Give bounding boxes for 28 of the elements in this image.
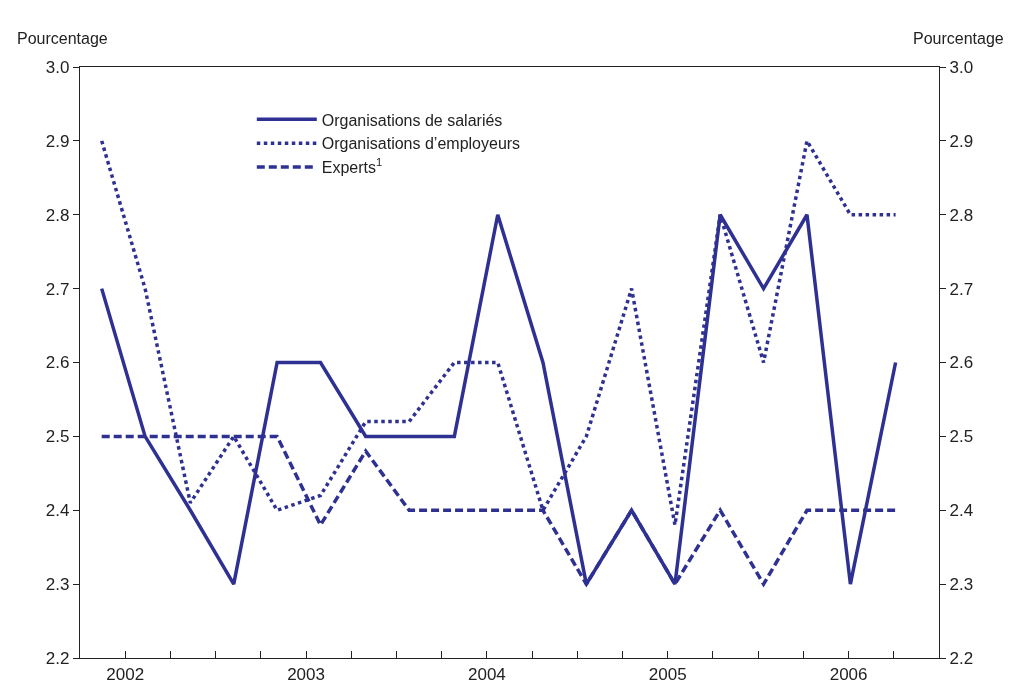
y2-tick-label: 3.0: [949, 57, 974, 77]
y2-tick-label: 2.8: [949, 205, 974, 225]
y-tick-label: 3.0: [45, 57, 70, 77]
y-tick-label: 2.4: [45, 501, 70, 521]
legend-label: Experts$^{1}$: [321, 156, 383, 177]
y2-tick-label: 2.6: [949, 353, 974, 373]
y2-tick-label: 2.5: [949, 427, 974, 447]
legend-label: Organisations d’employeurs: [321, 135, 521, 153]
y2-tick-label: 2.2: [949, 648, 974, 668]
y2-tick-label: 2.9: [949, 131, 974, 151]
y2-tick-label: 2.4: [949, 501, 974, 521]
y-tick-label: 2.2: [45, 648, 70, 668]
legend-label: Organisations de salariés: [321, 111, 503, 129]
y-tick-label: 2.3: [45, 575, 70, 595]
x-tick-label: 2005: [648, 664, 687, 684]
y-tick-label: 2.5: [45, 427, 70, 447]
y2-tick-label: 2.7: [949, 279, 974, 299]
y2-tick-label: 2.3: [949, 575, 974, 595]
y-tick-label: 2.8: [45, 205, 70, 225]
x-tick-label: 2003: [287, 664, 325, 684]
y-tick-label: 2.9: [45, 131, 70, 151]
x-tick-label: 2002: [106, 664, 145, 684]
y2-axis-title: Pourcentage: [913, 30, 1004, 47]
x-tick-label: 2004: [467, 664, 506, 684]
x-tick-label: 2006: [829, 664, 868, 684]
y-axis-title: Pourcentage: [17, 30, 108, 47]
y-tick-label: 2.7: [45, 279, 70, 299]
y-tick-label: 2.6: [45, 353, 70, 373]
